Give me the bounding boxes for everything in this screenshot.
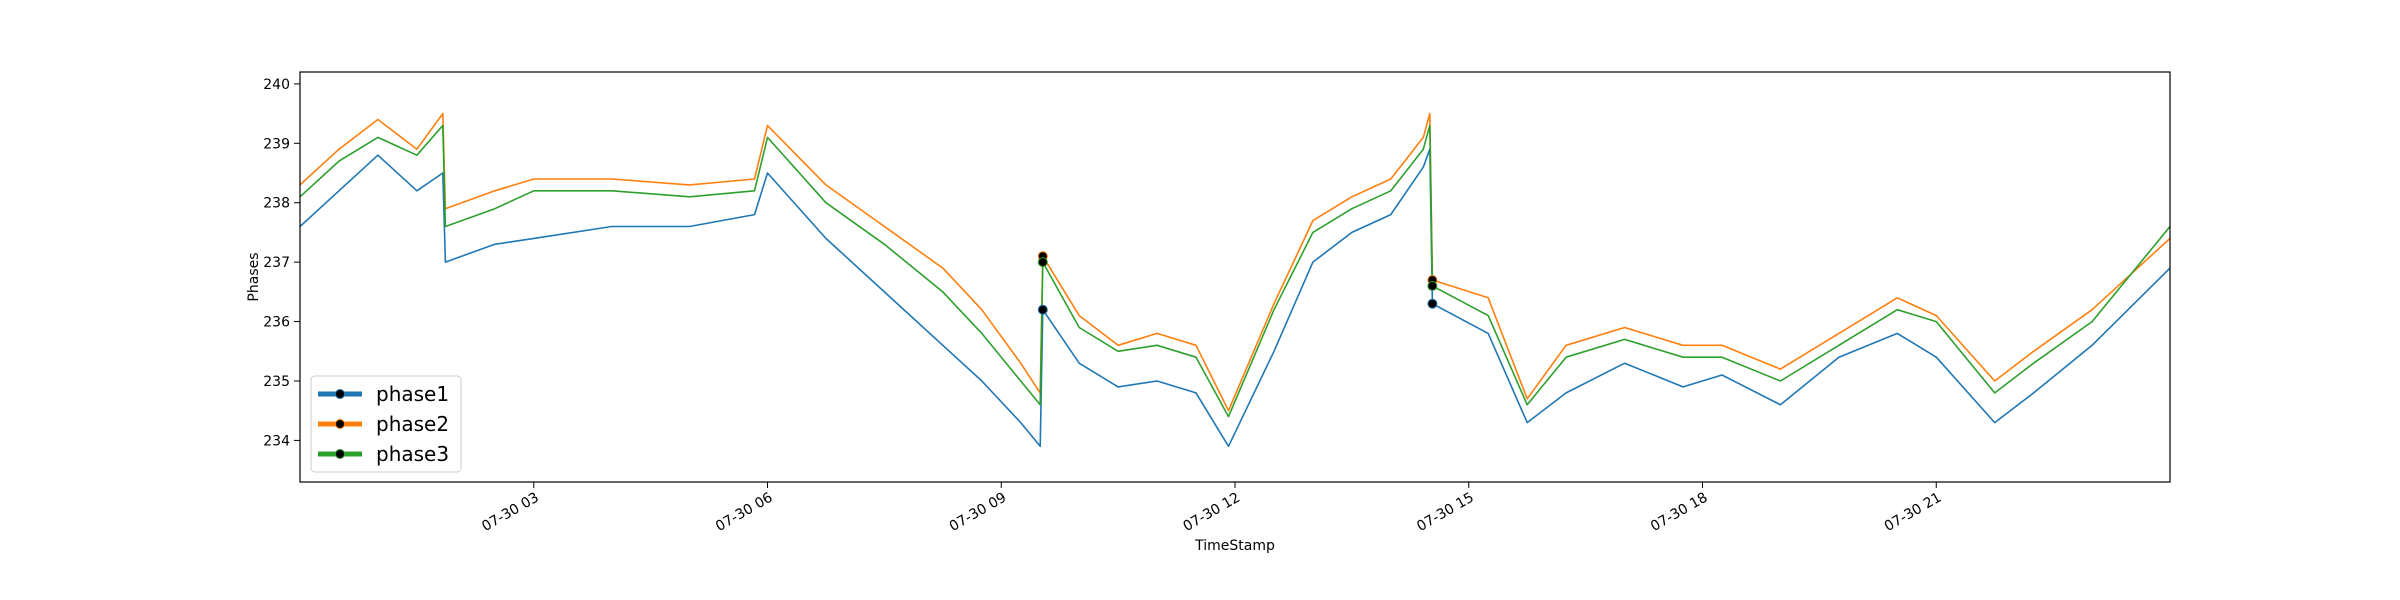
legend-label-phase2: phase2	[376, 412, 449, 436]
legend: phase1 phase2 phase3	[310, 375, 462, 473]
legend-marker-phase3	[335, 449, 345, 459]
series-line-phase3	[299, 124, 2171, 418]
y-tick-label: 239	[263, 136, 290, 152]
legend-label-phase3: phase3	[376, 442, 449, 466]
y-axis: 234 235 236 237 238 239 240	[263, 77, 300, 449]
legend-marker-phase2	[335, 419, 345, 429]
y-tick-label: 235	[263, 374, 290, 390]
marker-point-phase3	[1037, 257, 1048, 268]
marker-point-phase3	[1427, 280, 1438, 291]
legend-box	[310, 375, 462, 473]
y-axis-label: Phases	[246, 252, 262, 301]
series-layer	[299, 112, 2171, 448]
series-line-phase1	[299, 148, 2171, 448]
marker-point-phase1	[1037, 304, 1048, 315]
y-tick-label: 237	[263, 255, 290, 271]
series-line-phase2	[299, 112, 2171, 412]
y-tick-label: 238	[263, 196, 290, 212]
x-axis-label: TimeStamp	[1194, 538, 1275, 554]
y-tick-label: 234	[263, 433, 290, 449]
legend-marker-phase1	[335, 389, 345, 399]
legend-label-phase1: phase1	[376, 382, 449, 406]
legend-items: phase1 phase2 phase3	[318, 382, 449, 466]
marker-point-phase1	[1427, 298, 1438, 309]
marker-layer	[1037, 251, 1438, 315]
y-tick-label: 236	[263, 315, 290, 331]
y-tick-label: 240	[263, 77, 290, 93]
